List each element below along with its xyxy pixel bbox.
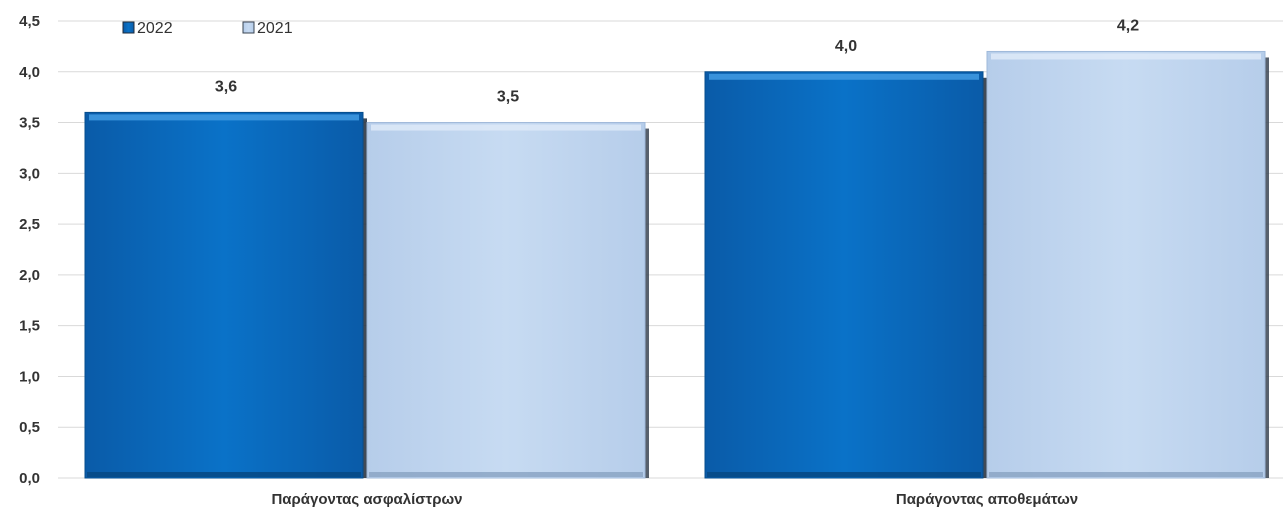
bar-bevel [371, 124, 641, 131]
bar-bevel [89, 114, 359, 121]
y-tick-label: 2,0 [19, 267, 40, 284]
y-tick-label: 3,5 [19, 115, 40, 132]
bar-shadow [361, 118, 367, 479]
bar-body [84, 111, 364, 479]
bar-bevel [991, 53, 1261, 60]
legend-label: 2022 [137, 20, 173, 37]
bar-shadow [981, 77, 987, 479]
bar-2021-1 [366, 122, 649, 479]
legend-item-2021: 2021 [242, 20, 293, 37]
data-label: 3,5 [497, 89, 519, 106]
y-tick-label: 0,0 [19, 470, 40, 487]
bar-base [369, 472, 643, 477]
y-tick-label: 4,5 [19, 13, 40, 30]
bar-2022-2 [704, 71, 987, 479]
bar-shadow [1263, 57, 1269, 478]
bar-2022-1 [84, 111, 367, 479]
y-tick-label: 3,0 [19, 165, 40, 182]
bar-base [989, 472, 1263, 477]
y-tick-label: 1,5 [19, 318, 40, 335]
bar-body [704, 71, 984, 479]
bar-body [986, 50, 1266, 479]
x-category-label: Παράγοντας αποθεμάτων [896, 491, 1078, 508]
bar-body [366, 122, 646, 479]
data-label: 4,2 [1117, 17, 1139, 34]
bar-shadow [643, 128, 649, 479]
x-category-label: Παράγοντας ασφαλίστρων [271, 491, 462, 508]
bar-bevel [709, 73, 979, 80]
y-tick-label: 0,5 [19, 419, 40, 436]
legend-item-2022: 2022 [122, 20, 173, 37]
data-label: 3,6 [215, 78, 237, 95]
y-tick-label: 4,0 [19, 64, 40, 81]
legend-swatch [122, 21, 135, 34]
legend-label: 2021 [257, 20, 293, 37]
y-tick-label: 2,5 [19, 216, 40, 233]
bar-base [707, 472, 981, 477]
legend-swatch [242, 21, 255, 34]
y-tick-label: 1,0 [19, 368, 40, 385]
data-label: 4,0 [835, 38, 857, 55]
bar-base [87, 472, 361, 477]
bar-2021-2 [986, 50, 1269, 479]
